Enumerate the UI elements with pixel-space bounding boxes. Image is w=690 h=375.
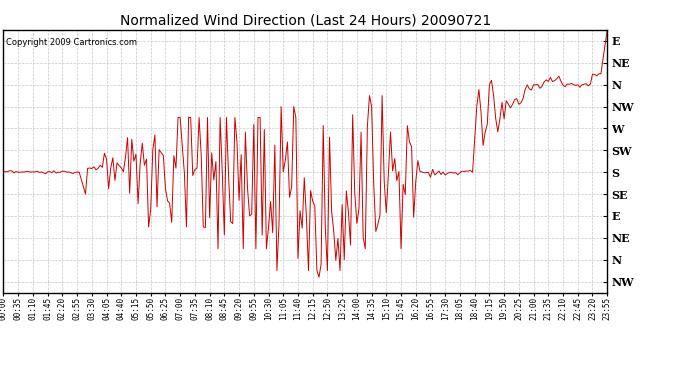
Title: Normalized Wind Direction (Last 24 Hours) 20090721: Normalized Wind Direction (Last 24 Hours… bbox=[119, 13, 491, 27]
Text: Copyright 2009 Cartronics.com: Copyright 2009 Cartronics.com bbox=[6, 38, 137, 47]
